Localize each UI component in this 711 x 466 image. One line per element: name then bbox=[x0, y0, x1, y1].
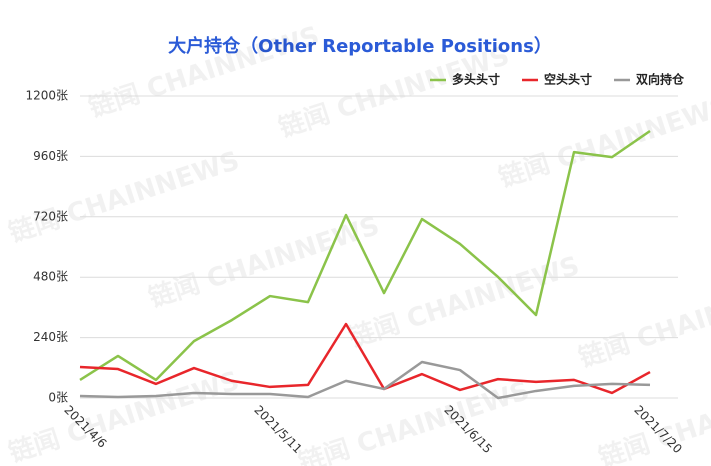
watermark: 链闻 CHAINNEWS bbox=[575, 270, 711, 374]
line-series bbox=[79, 360, 651, 400]
legend-label: 双向持仓 bbox=[636, 72, 685, 87]
x-tick-label: 2021/5/11 bbox=[251, 403, 304, 456]
y-tick-label: 1200张 bbox=[25, 89, 68, 103]
y-tick-label: 240张 bbox=[33, 330, 68, 344]
line-series bbox=[79, 322, 651, 395]
y-tick-label: 960张 bbox=[33, 149, 68, 163]
line-series bbox=[79, 129, 651, 382]
y-tick-label: 720张 bbox=[33, 209, 68, 223]
watermark: 链闻 CHAINNEWS bbox=[145, 210, 383, 314]
watermark: 链闻 CHAINNEWS bbox=[495, 90, 711, 194]
y-tick-label: 0张 bbox=[48, 391, 68, 405]
y-tick-label: 480张 bbox=[33, 270, 68, 284]
watermark: 链闻 CHAINNEWS bbox=[5, 365, 243, 466]
legend-label: 空头头寸 bbox=[544, 72, 592, 87]
legend-label: 多头头寸 bbox=[452, 72, 500, 87]
chart-title: 大户持仓（Other Reportable Positions） bbox=[168, 35, 552, 57]
